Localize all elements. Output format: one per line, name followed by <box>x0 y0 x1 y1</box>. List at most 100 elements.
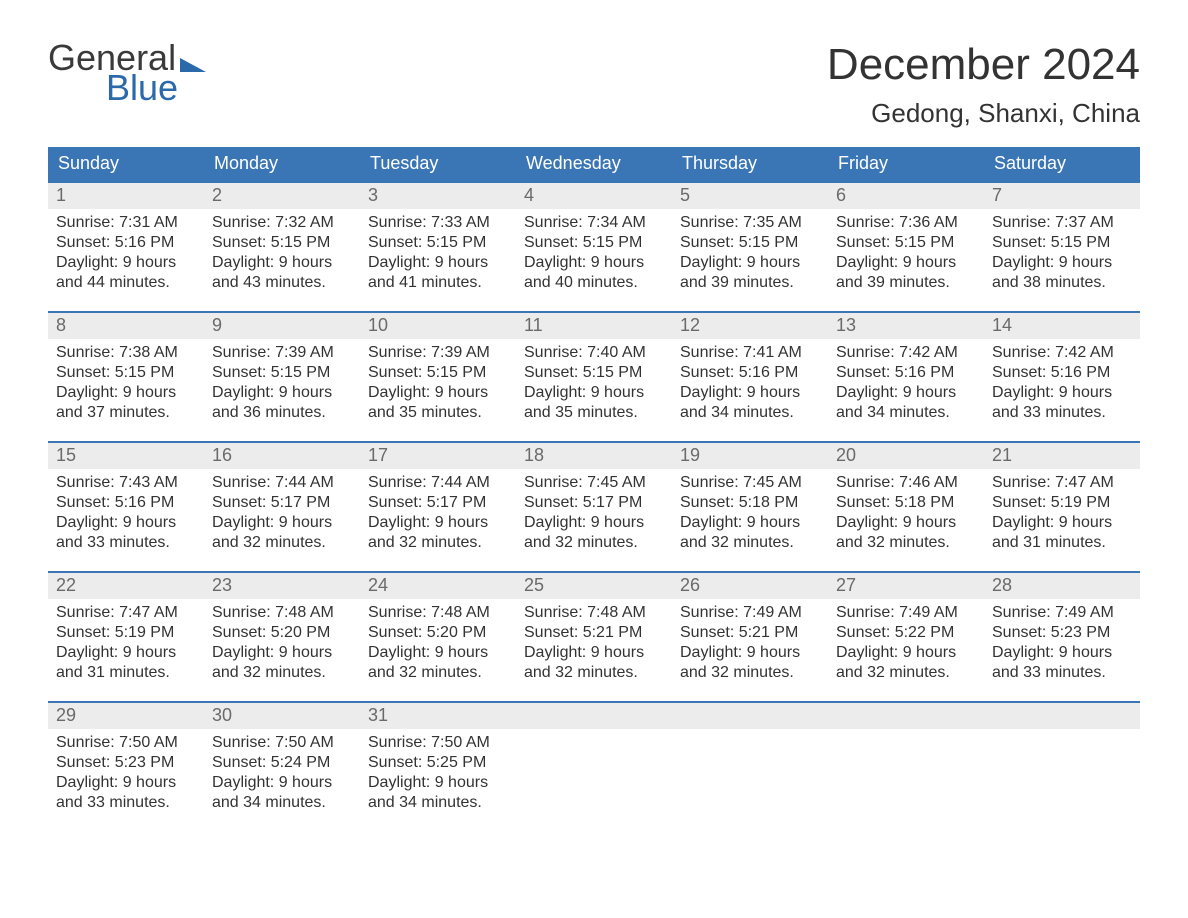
sunrise-line: Sunrise: 7:37 AM <box>992 213 1132 233</box>
calendar-day-cell: 24Sunrise: 7:48 AMSunset: 5:20 PMDayligh… <box>360 573 516 683</box>
calendar-day-cell <box>672 703 828 813</box>
day-body: Sunrise: 7:44 AMSunset: 5:17 PMDaylight:… <box>204 469 360 553</box>
calendar-day-cell: 23Sunrise: 7:48 AMSunset: 5:20 PMDayligh… <box>204 573 360 683</box>
daylight-line-2: and 32 minutes. <box>680 533 820 553</box>
day-number: 13 <box>828 313 984 339</box>
daylight-line-1: Daylight: 9 hours <box>524 253 664 273</box>
daylight-line-1: Daylight: 9 hours <box>992 253 1132 273</box>
calendar-day-cell: 19Sunrise: 7:45 AMSunset: 5:18 PMDayligh… <box>672 443 828 553</box>
day-number: 9 <box>204 313 360 339</box>
sunrise-line: Sunrise: 7:44 AM <box>368 473 508 493</box>
daylight-line-2: and 37 minutes. <box>56 403 196 423</box>
sunrise-line: Sunrise: 7:49 AM <box>836 603 976 623</box>
sunset-line: Sunset: 5:24 PM <box>212 753 352 773</box>
day-number <box>672 703 828 729</box>
day-number: 2 <box>204 183 360 209</box>
sunrise-line: Sunrise: 7:39 AM <box>212 343 352 363</box>
sunrise-line: Sunrise: 7:45 AM <box>680 473 820 493</box>
day-number: 20 <box>828 443 984 469</box>
day-number <box>984 703 1140 729</box>
sunrise-line: Sunrise: 7:41 AM <box>680 343 820 363</box>
day-of-week-header: Tuesday <box>360 147 516 181</box>
calendar-day-cell: 17Sunrise: 7:44 AMSunset: 5:17 PMDayligh… <box>360 443 516 553</box>
day-number: 14 <box>984 313 1140 339</box>
daylight-line-2: and 41 minutes. <box>368 273 508 293</box>
day-body: Sunrise: 7:43 AMSunset: 5:16 PMDaylight:… <box>48 469 204 553</box>
daylight-line-2: and 32 minutes. <box>836 533 976 553</box>
calendar-weeks: 1Sunrise: 7:31 AMSunset: 5:16 PMDaylight… <box>48 181 1140 813</box>
day-body: Sunrise: 7:36 AMSunset: 5:15 PMDaylight:… <box>828 209 984 293</box>
daylight-line-2: and 32 minutes. <box>836 663 976 683</box>
day-of-week-header: Wednesday <box>516 147 672 181</box>
day-number: 28 <box>984 573 1140 599</box>
daylight-line-1: Daylight: 9 hours <box>680 383 820 403</box>
sunset-line: Sunset: 5:25 PM <box>368 753 508 773</box>
calendar-day-cell: 21Sunrise: 7:47 AMSunset: 5:19 PMDayligh… <box>984 443 1140 553</box>
sunset-line: Sunset: 5:16 PM <box>992 363 1132 383</box>
day-number: 11 <box>516 313 672 339</box>
calendar-day-cell: 10Sunrise: 7:39 AMSunset: 5:15 PMDayligh… <box>360 313 516 423</box>
daylight-line-2: and 34 minutes. <box>368 793 508 813</box>
sunset-line: Sunset: 5:23 PM <box>56 753 196 773</box>
daylight-line-1: Daylight: 9 hours <box>368 253 508 273</box>
day-of-week-header: Sunday <box>48 147 204 181</box>
day-number: 3 <box>360 183 516 209</box>
daylight-line-1: Daylight: 9 hours <box>836 643 976 663</box>
calendar-day-cell: 6Sunrise: 7:36 AMSunset: 5:15 PMDaylight… <box>828 183 984 293</box>
calendar-week-row: 1Sunrise: 7:31 AMSunset: 5:16 PMDaylight… <box>48 181 1140 293</box>
daylight-line-2: and 32 minutes. <box>368 663 508 683</box>
sunset-line: Sunset: 5:15 PM <box>368 233 508 253</box>
sunset-line: Sunset: 5:21 PM <box>680 623 820 643</box>
daylight-line-1: Daylight: 9 hours <box>56 773 196 793</box>
day-number: 22 <box>48 573 204 599</box>
sunset-line: Sunset: 5:22 PM <box>836 623 976 643</box>
day-body: Sunrise: 7:44 AMSunset: 5:17 PMDaylight:… <box>360 469 516 553</box>
calendar-week-row: 29Sunrise: 7:50 AMSunset: 5:23 PMDayligh… <box>48 701 1140 813</box>
calendar-day-cell <box>828 703 984 813</box>
day-body: Sunrise: 7:50 AMSunset: 5:25 PMDaylight:… <box>360 729 516 813</box>
day-number: 15 <box>48 443 204 469</box>
calendar-week-row: 8Sunrise: 7:38 AMSunset: 5:15 PMDaylight… <box>48 311 1140 423</box>
calendar-day-cell: 30Sunrise: 7:50 AMSunset: 5:24 PMDayligh… <box>204 703 360 813</box>
daylight-line-1: Daylight: 9 hours <box>368 513 508 533</box>
daylight-line-1: Daylight: 9 hours <box>836 253 976 273</box>
calendar-day-cell: 13Sunrise: 7:42 AMSunset: 5:16 PMDayligh… <box>828 313 984 423</box>
day-body: Sunrise: 7:45 AMSunset: 5:18 PMDaylight:… <box>672 469 828 553</box>
sunrise-line: Sunrise: 7:48 AM <box>368 603 508 623</box>
day-body: Sunrise: 7:42 AMSunset: 5:16 PMDaylight:… <box>828 339 984 423</box>
sunrise-line: Sunrise: 7:39 AM <box>368 343 508 363</box>
daylight-line-1: Daylight: 9 hours <box>836 513 976 533</box>
daylight-line-2: and 40 minutes. <box>524 273 664 293</box>
sunrise-line: Sunrise: 7:49 AM <box>680 603 820 623</box>
calendar-day-cell: 4Sunrise: 7:34 AMSunset: 5:15 PMDaylight… <box>516 183 672 293</box>
daylight-line-2: and 36 minutes. <box>212 403 352 423</box>
day-body: Sunrise: 7:31 AMSunset: 5:16 PMDaylight:… <box>48 209 204 293</box>
daylight-line-2: and 31 minutes. <box>992 533 1132 553</box>
sunrise-line: Sunrise: 7:38 AM <box>56 343 196 363</box>
sunset-line: Sunset: 5:23 PM <box>992 623 1132 643</box>
daylight-line-2: and 33 minutes. <box>56 793 196 813</box>
daylight-line-2: and 44 minutes. <box>56 273 196 293</box>
daylight-line-1: Daylight: 9 hours <box>56 383 196 403</box>
daylight-line-1: Daylight: 9 hours <box>368 773 508 793</box>
sunset-line: Sunset: 5:16 PM <box>56 493 196 513</box>
day-body: Sunrise: 7:48 AMSunset: 5:21 PMDaylight:… <box>516 599 672 683</box>
sunset-line: Sunset: 5:15 PM <box>56 363 196 383</box>
day-body: Sunrise: 7:49 AMSunset: 5:22 PMDaylight:… <box>828 599 984 683</box>
sunset-line: Sunset: 5:18 PM <box>680 493 820 513</box>
calendar-day-cell: 15Sunrise: 7:43 AMSunset: 5:16 PMDayligh… <box>48 443 204 553</box>
sunrise-line: Sunrise: 7:32 AM <box>212 213 352 233</box>
sunrise-line: Sunrise: 7:36 AM <box>836 213 976 233</box>
day-number: 26 <box>672 573 828 599</box>
daylight-line-1: Daylight: 9 hours <box>56 643 196 663</box>
sunset-line: Sunset: 5:15 PM <box>524 363 664 383</box>
day-number: 5 <box>672 183 828 209</box>
calendar-day-cell: 22Sunrise: 7:47 AMSunset: 5:19 PMDayligh… <box>48 573 204 683</box>
day-number: 1 <box>48 183 204 209</box>
daylight-line-2: and 33 minutes. <box>56 533 196 553</box>
calendar-day-cell: 25Sunrise: 7:48 AMSunset: 5:21 PMDayligh… <box>516 573 672 683</box>
calendar-day-cell: 31Sunrise: 7:50 AMSunset: 5:25 PMDayligh… <box>360 703 516 813</box>
daylight-line-1: Daylight: 9 hours <box>368 643 508 663</box>
day-of-week-header: Monday <box>204 147 360 181</box>
sunset-line: Sunset: 5:15 PM <box>368 363 508 383</box>
